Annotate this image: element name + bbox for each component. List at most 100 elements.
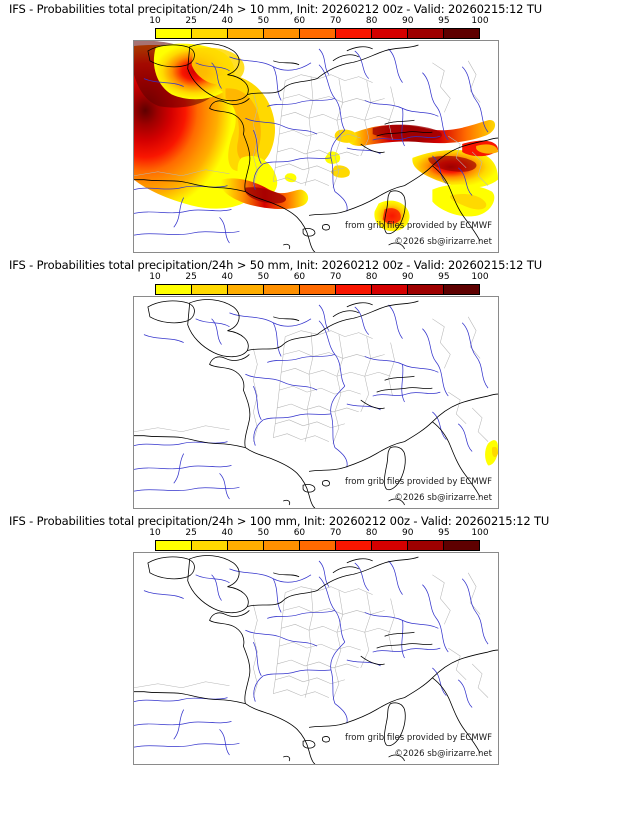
admin-borders bbox=[134, 316, 489, 444]
colorbar-tick-100: 100 bbox=[471, 16, 489, 26]
colorbar-band-10-25 bbox=[156, 29, 191, 38]
colorbar-tick-80: 80 bbox=[365, 528, 378, 538]
colorbar-band-80-90 bbox=[371, 29, 407, 38]
colorbar-band-25-40 bbox=[191, 29, 227, 38]
colorbar-band-60-70 bbox=[299, 541, 335, 550]
colorbar-tick-90: 90 bbox=[402, 16, 414, 26]
colorbar-ticks: 10 25 40 50 60 70 80 90 95 100 bbox=[149, 528, 488, 541]
panel-100mm: IFS - Probabilities total precipitation/… bbox=[0, 512, 630, 765]
colorbar-bands bbox=[155, 284, 480, 295]
colorbar-tick-95: 95 bbox=[438, 528, 450, 538]
colorbar-tick-25: 25 bbox=[185, 272, 197, 282]
colorbar-tick-40: 40 bbox=[221, 16, 233, 26]
liguria-small-core bbox=[492, 446, 498, 458]
colorbar-tick-70: 70 bbox=[329, 272, 342, 282]
colorbar-tick-10: 10 bbox=[149, 272, 161, 282]
colorbar-tick-60: 60 bbox=[293, 528, 306, 538]
colorbar-tick-100: 100 bbox=[471, 528, 489, 538]
colorbar-tick-50: 50 bbox=[257, 528, 270, 538]
colorbar-band-80-90 bbox=[371, 285, 407, 294]
interior-patch-b bbox=[330, 165, 350, 178]
liguria-core bbox=[428, 155, 477, 172]
colorbar-band-95-100 bbox=[443, 29, 479, 38]
colorbar-band-95-100 bbox=[443, 541, 479, 550]
map-canvas-50mm[interactable]: from grib files provided by ECMWF ©2026 … bbox=[133, 296, 499, 509]
colorbar-tick-50: 50 bbox=[257, 16, 270, 26]
colorbar-band-50-60 bbox=[263, 285, 299, 294]
colorbar-band-40-50 bbox=[227, 285, 263, 294]
colorbar-tick-70: 70 bbox=[329, 528, 342, 538]
jura-patch bbox=[334, 129, 358, 143]
map-canvas-10mm[interactable]: from grib files provided by ECMWF ©2026 … bbox=[133, 40, 499, 253]
panel-50mm: IFS - Probabilities total precipitation/… bbox=[0, 256, 630, 509]
geography-layer bbox=[134, 555, 498, 764]
colorbar-band-40-50 bbox=[227, 29, 263, 38]
colorbar-tick-70: 70 bbox=[329, 16, 342, 26]
colorbar-band-95-100 bbox=[443, 285, 479, 294]
colorbar-tick-10: 10 bbox=[149, 528, 161, 538]
interior-patch-c bbox=[284, 173, 297, 183]
colorbar-band-25-40 bbox=[191, 285, 227, 294]
map-svg-10mm bbox=[134, 41, 498, 252]
probability-field-layer bbox=[134, 41, 498, 232]
colorbar-band-60-70 bbox=[299, 285, 335, 294]
colorbar-tick-80: 80 bbox=[365, 272, 378, 282]
colorbar-10mm: 10 25 40 50 60 70 80 90 95 100 bbox=[149, 16, 489, 40]
panel-title-50mm: IFS - Probabilities total precipitation/… bbox=[9, 258, 542, 272]
colorbar-tick-80: 80 bbox=[365, 16, 378, 26]
colorbar-50mm: 10 25 40 50 60 70 80 90 95 100 bbox=[149, 272, 489, 296]
colorbar-tick-95: 95 bbox=[438, 16, 450, 26]
panel-10mm: IFS - Probabilities total precipitation/… bbox=[0, 0, 630, 253]
rivers bbox=[134, 48, 489, 244]
colorbar-band-50-60 bbox=[263, 29, 299, 38]
colorbar-100mm: 10 25 40 50 60 70 80 90 95 100 bbox=[149, 528, 489, 552]
map-svg-50mm bbox=[134, 299, 498, 508]
colorbar-band-90-95 bbox=[407, 29, 443, 38]
colorbar-tick-40: 40 bbox=[221, 528, 233, 538]
coastlines bbox=[134, 555, 498, 764]
colorbar-tick-60: 60 bbox=[293, 16, 306, 26]
colorbar-ticks: 10 25 40 50 60 70 80 90 95 100 bbox=[149, 16, 488, 29]
rivers bbox=[134, 304, 489, 500]
probability-field-layer bbox=[485, 440, 498, 466]
colorbar-band-80-90 bbox=[371, 541, 407, 550]
tyrrhenian-core bbox=[450, 193, 487, 210]
geography-layer bbox=[134, 299, 498, 508]
colorbar-ticks: 10 25 40 50 60 70 80 90 95 100 bbox=[149, 272, 488, 285]
colorbar-band-40-50 bbox=[227, 541, 263, 550]
colorbar-tick-25: 25 bbox=[185, 528, 197, 538]
colorbar-band-10-25 bbox=[156, 285, 191, 294]
languedoc-core bbox=[245, 187, 286, 204]
colorbar-band-50-60 bbox=[263, 541, 299, 550]
colorbar-band-70-80 bbox=[335, 285, 371, 294]
colorbar-bands bbox=[155, 28, 480, 39]
colorbar-tick-10: 10 bbox=[149, 16, 161, 26]
coastlines bbox=[134, 43, 498, 252]
colorbar-tick-95: 95 bbox=[438, 272, 450, 282]
rivers bbox=[134, 560, 489, 756]
colorbar-tick-90: 90 bbox=[402, 528, 414, 538]
colorbar-band-60-70 bbox=[299, 29, 335, 38]
liguria-small-patch bbox=[485, 440, 498, 466]
geography-layer bbox=[134, 43, 498, 252]
colorbar-tick-40: 40 bbox=[221, 272, 233, 282]
colorbar-band-70-80 bbox=[335, 541, 371, 550]
colorbar-tick-25: 25 bbox=[185, 16, 197, 26]
panel-title-100mm: IFS - Probabilities total precipitation/… bbox=[9, 514, 550, 528]
colorbar-tick-50: 50 bbox=[257, 272, 270, 282]
colorbar-bands bbox=[155, 540, 480, 551]
po-valley-edge bbox=[476, 144, 498, 154]
colorbar-band-10-25 bbox=[156, 541, 191, 550]
colorbar-band-25-40 bbox=[191, 541, 227, 550]
colorbar-band-90-95 bbox=[407, 541, 443, 550]
panel-title-10mm: IFS - Probabilities total precipitation/… bbox=[9, 2, 542, 16]
colorbar-tick-60: 60 bbox=[293, 272, 306, 282]
map-canvas-100mm[interactable]: from grib files provided by ECMWF ©2026 … bbox=[133, 552, 499, 765]
map-svg-100mm bbox=[134, 555, 498, 764]
colorbar-tick-100: 100 bbox=[471, 272, 489, 282]
colorbar-band-70-80 bbox=[335, 29, 371, 38]
colorbar-tick-90: 90 bbox=[402, 272, 414, 282]
colorbar-band-90-95 bbox=[407, 285, 443, 294]
corsica-core bbox=[382, 208, 401, 224]
coastlines bbox=[134, 299, 498, 508]
